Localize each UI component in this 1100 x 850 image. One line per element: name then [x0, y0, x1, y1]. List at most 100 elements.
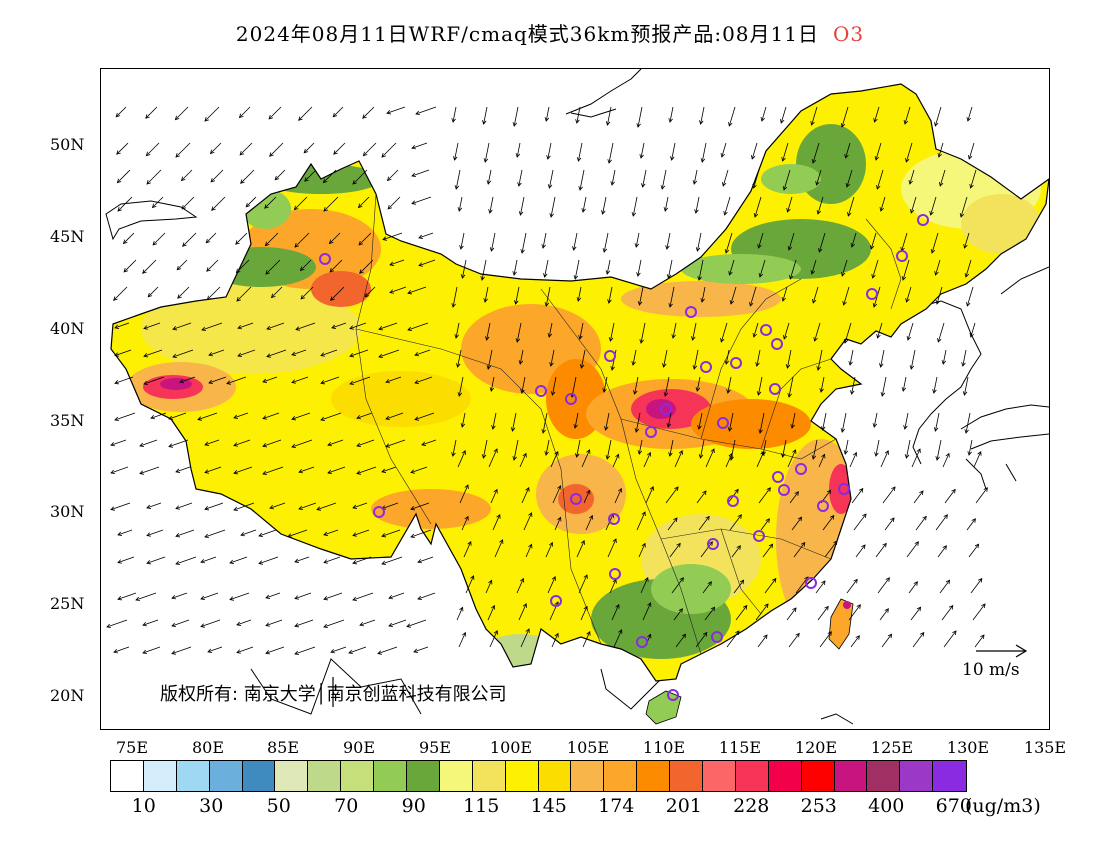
wind-vector: [171, 619, 190, 627]
wind-vector: [846, 579, 858, 594]
wind-vector: [818, 232, 826, 253]
wind-vector-head: [520, 249, 525, 254]
wind-vector-head: [407, 326, 413, 332]
wind-vector: [700, 541, 713, 558]
wind-vector-head: [811, 299, 817, 304]
wind-vector-head: [168, 443, 174, 448]
wind-vector-head: [710, 606, 716, 612]
wind-vector: [960, 196, 968, 218]
wind-vector-head: [387, 204, 393, 210]
wind-vector-head: [583, 574, 588, 580]
wind-vector: [758, 376, 763, 396]
wind-vector-head: [496, 513, 501, 519]
wind-vector-head: [583, 605, 588, 611]
wind-vector-head: [813, 337, 818, 342]
wind-vector: [492, 412, 497, 430]
wind-vector-head: [884, 608, 889, 613]
wind-vector: [974, 634, 985, 648]
wind-vector: [545, 106, 550, 122]
wind-vector-head: [116, 178, 122, 184]
wind-vector-head: [388, 595, 394, 600]
wind-vector: [518, 603, 527, 621]
wind-vector-head: [833, 540, 838, 546]
wind-vector-head: [175, 505, 181, 510]
wind-vector-head: [518, 360, 524, 365]
legend-color-swatch: [900, 761, 934, 791]
wind-vector: [145, 106, 158, 119]
wind-vector-head: [269, 505, 275, 510]
wind-vector-head: [143, 380, 149, 386]
wind-vector: [265, 232, 279, 246]
wind-vector-head: [200, 595, 206, 600]
wind-vector-head: [787, 393, 792, 398]
wind-vector-head: [459, 245, 464, 250]
wind-vector-head: [781, 297, 786, 302]
wind-vector: [352, 169, 368, 185]
wind-vector: [700, 439, 705, 459]
wind-vector-head: [720, 153, 725, 158]
wind-vector-head: [417, 595, 423, 600]
wind-vector: [904, 106, 911, 125]
wind-vector-head: [795, 632, 800, 638]
wind-vector-head: [938, 182, 944, 187]
wind-vector-head: [168, 415, 174, 420]
wind-vector-head: [961, 362, 966, 367]
wind-vector-head: [697, 276, 702, 281]
wind-vector: [179, 376, 196, 383]
wind-vector: [637, 106, 643, 128]
wind-vector: [266, 322, 285, 330]
wind-vector: [632, 196, 638, 217]
wind-vector-head: [726, 389, 731, 394]
wind-vector-head: [842, 301, 847, 306]
wind-vector-head: [262, 443, 268, 448]
wind-vector-head: [356, 415, 362, 420]
wind-vector-head: [755, 362, 760, 367]
wind-vector-head: [291, 379, 297, 384]
wind-vector-head: [117, 531, 123, 536]
wind-vector-head: [300, 294, 306, 300]
legend-color-swatch: [209, 761, 243, 791]
legend-label: 90: [401, 795, 426, 817]
wind-vector: [751, 142, 758, 160]
wind-vector: [513, 439, 519, 461]
wind-vector-head: [210, 177, 216, 183]
wind-vector: [783, 169, 791, 191]
legend-color-swatch: [735, 761, 769, 791]
wind-vector: [113, 286, 128, 301]
legend-color-swatch: [538, 761, 572, 791]
wind-vector-head: [980, 634, 985, 640]
wind-vector: [239, 106, 251, 118]
wind-vector-head: [483, 158, 489, 163]
wind-vector-head: [787, 246, 793, 251]
wind-vector-head: [269, 152, 274, 157]
wind-vector: [756, 349, 761, 367]
wind-vector-head: [303, 148, 309, 154]
legend-label: 228: [733, 795, 770, 817]
wind-vector: [204, 466, 222, 473]
wind-vector-head: [904, 454, 910, 459]
lat-label: 35N: [50, 411, 85, 430]
wind-vector: [848, 604, 861, 621]
wind-vector: [788, 633, 800, 648]
wind-vector: [262, 412, 280, 419]
wind-vector: [381, 556, 403, 565]
wind-vector-head: [182, 242, 187, 247]
wind-vector-head: [666, 274, 672, 279]
wind-vector-head: [816, 210, 822, 215]
wind-vector-head: [268, 114, 274, 120]
wind-vector-head: [572, 246, 577, 251]
wind-vector-head: [724, 249, 730, 254]
wind-vector: [874, 106, 880, 123]
wind-vector-head: [876, 185, 881, 190]
wind-vector: [200, 592, 219, 600]
wind-vector: [235, 232, 248, 245]
wind-vector: [811, 259, 817, 275]
wind-vector-head: [586, 449, 591, 454]
wind-vector: [359, 259, 374, 274]
wind-vector: [606, 439, 612, 460]
wind-vector-head: [607, 159, 612, 164]
wind-vector-head: [826, 489, 832, 495]
wind-vector: [789, 491, 799, 504]
wind-vector-head: [266, 353, 272, 358]
wind-vector-head: [327, 469, 333, 474]
